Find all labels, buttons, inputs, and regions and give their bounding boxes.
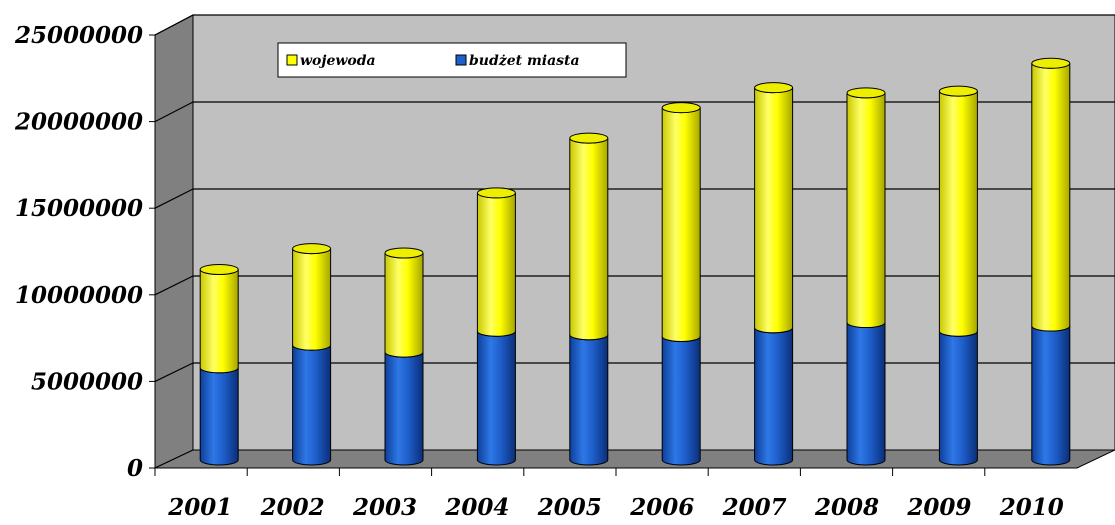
y-tick-label: 5000000: [31, 368, 143, 395]
bar-2007-series-1-top: [754, 82, 794, 94]
bar-2009-series-0: [938, 325, 978, 466]
bar-2008-series-1: [846, 87, 886, 329]
bar-2002-series-0: [292, 339, 332, 466]
side-wall: [154, 14, 194, 469]
bar-2005-series-0: [569, 329, 609, 466]
bar-2009-series-1-body: [938, 90, 978, 337]
x-tick-label: 2003: [352, 494, 417, 520]
bar-2008-series-1-body: [846, 92, 886, 329]
bar-2008-series-1-top: [846, 87, 886, 99]
bar-2005-series-1-top: [569, 132, 609, 144]
legend-label: budżet miasta: [469, 53, 580, 69]
legend-label: wojewoda: [300, 53, 376, 69]
bar-2003-series-1: [384, 247, 424, 358]
gridline-side: [154, 101, 194, 123]
legend-frame: [277, 42, 627, 78]
x-tick-label: 2006: [629, 494, 694, 520]
x-tick-label: 2004: [444, 494, 509, 520]
legend-swatch: [455, 54, 467, 66]
bar-2004-series-0-body: [476, 331, 516, 466]
x-tick-label: 2005: [537, 494, 602, 520]
x-tick-label: 2007: [722, 494, 787, 520]
bar-2010-series-1-top: [1031, 57, 1071, 69]
bar-2002-series-1-top: [292, 243, 332, 255]
bar-2007-series-1-body: [754, 87, 794, 334]
bar-2010-series-1: [1031, 57, 1071, 332]
gridline-side: [154, 275, 194, 296]
bar-2009-series-0-body: [938, 331, 978, 466]
legend-box: wojewoda budżet miasta: [277, 42, 627, 78]
y-tick-label: 0: [127, 455, 143, 482]
bar-2002-series-1-body: [292, 248, 332, 351]
bar-2004-series-1-top: [476, 187, 516, 199]
y-tick-label: 25000000: [14, 22, 143, 49]
bar-2001-series-0-body: [199, 367, 239, 466]
bar-2005-series-1: [569, 132, 609, 341]
y-axis: 0 5000000 10000000 15000000 20000000 25000000: [14, 22, 156, 482]
bar-2006-series-0-body: [661, 336, 701, 466]
bar-2001-series-1-body: [199, 269, 239, 374]
gridline-side: [154, 362, 194, 382]
x-tick-label: 2001: [167, 494, 232, 520]
bar-2005-series-1-body: [569, 137, 609, 341]
bar-2003-series-1-top: [384, 247, 424, 259]
bar-2002-series-0-body: [292, 345, 332, 466]
y-tick-label: 20000000: [14, 109, 143, 136]
x-tick-label: 2008: [814, 494, 879, 520]
bar-2007-series-1: [754, 82, 794, 334]
bar-2006-series-1-top: [661, 102, 701, 114]
bar-2003-series-1-body: [384, 252, 424, 358]
legend: wojewoda budżet miasta: [277, 42, 627, 78]
y-tick-label: 10000000: [15, 282, 143, 309]
y-tick-label: 15000000: [15, 195, 143, 222]
bar-2007-series-0: [754, 322, 794, 466]
bar-2005-series-0-body: [569, 334, 609, 466]
x-axis: 2001 2002 2003 2004 2005 2006 2007 2008 2009 2010: [154, 467, 1077, 521]
bar-2010-series-0-body: [1031, 325, 1071, 466]
bar-2010-series-1-body: [1031, 63, 1071, 332]
bar-2001-series-1-top: [199, 263, 239, 275]
gridline-side: [154, 14, 194, 36]
bar-2008-series-0-body: [846, 322, 886, 466]
x-tick-label: 2009: [906, 494, 971, 520]
bar-2009-series-1: [938, 85, 978, 337]
gridline-side: [154, 188, 194, 209]
legend-swatch: [286, 54, 298, 66]
bars: [199, 57, 1071, 466]
bar-2004-series-0: [476, 325, 516, 466]
bar-2010-series-0: [1031, 320, 1071, 466]
bar-2004-series-1-body: [476, 192, 516, 337]
bar-2001-series-0: [199, 362, 239, 466]
x-tick-label: 2002: [260, 494, 325, 520]
bar-2006-series-0: [661, 330, 701, 466]
bar-2007-series-0-body: [754, 327, 794, 466]
bar-2002-series-1: [292, 243, 332, 351]
bar-2003-series-0-body: [384, 351, 424, 466]
bar-2004-series-1: [476, 187, 516, 337]
bar-2006-series-1: [661, 102, 701, 342]
bar-2006-series-1-body: [661, 107, 701, 342]
bar-2009-series-1-top: [938, 85, 978, 97]
bar-2001-series-1: [199, 263, 239, 374]
x-tick-label: 2010: [999, 494, 1064, 520]
bar-2008-series-0: [846, 317, 886, 466]
bar-2003-series-0: [384, 346, 424, 466]
